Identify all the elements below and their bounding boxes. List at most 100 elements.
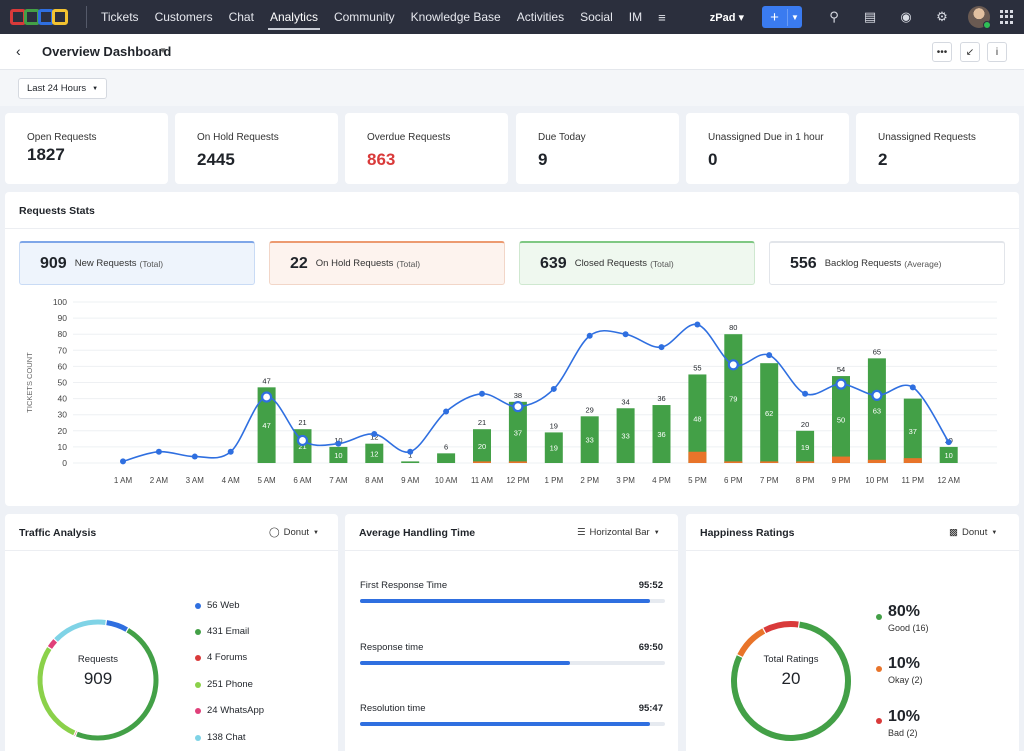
stat-label: Unassigned Requests <box>878 132 976 143</box>
bar <box>688 374 707 463</box>
legend-item-web[interactable]: 56 Web <box>195 600 240 611</box>
stat-card-overdue[interactable]: Overdue Requests 863 <box>345 113 508 184</box>
y-tick-label: 0 <box>62 458 67 468</box>
x-tick-label: 5 AM <box>257 476 276 485</box>
chart-type-dropdown[interactable]: ◯ Donut ▼ <box>269 527 319 538</box>
donut-center-value: 20 <box>781 669 801 688</box>
time-range-dropdown[interactable]: Last 24 Hours ▼ <box>18 78 108 99</box>
x-tick-label: 5 PM <box>688 476 707 485</box>
nav-item-customers[interactable]: Customers <box>154 10 213 24</box>
donut-slice <box>47 639 58 649</box>
x-tick-label: 8 AM <box>365 476 384 485</box>
gear-icon[interactable]: ⚙ <box>936 9 948 24</box>
bar <box>508 401 527 463</box>
stat-card-open[interactable]: Open Requests 1827 <box>5 113 168 184</box>
bar-chart-icon: ▩ <box>949 527 958 538</box>
collapse-icon[interactable]: ↙ <box>960 42 980 62</box>
nav-item-im[interactable]: IM <box>628 10 643 24</box>
title-chevron-icon[interactable]: ▼ <box>159 46 167 55</box>
back-arrow-icon[interactable]: ‹ <box>16 43 21 59</box>
stat-value: 9 <box>538 150 548 169</box>
stat-card-due-today[interactable]: Due Today 9 <box>516 113 679 184</box>
legend-dot <box>195 628 201 635</box>
legend-item-whatsapp[interactable]: 24 WhatsApp <box>195 705 264 716</box>
chevron-down-icon[interactable]: ▼ <box>791 12 799 22</box>
series-line <box>122 323 950 463</box>
chevron-down-icon: ▼ <box>92 85 99 92</box>
metric-value: 556 <box>790 254 817 272</box>
stat-card-unassigned[interactable]: Unassigned Requests 2 <box>856 113 1019 184</box>
bar-total-label: 34 <box>621 397 629 406</box>
bar <box>437 453 456 463</box>
nav-item-analytics[interactable]: Analytics <box>262 0 326 34</box>
nav-item-chat[interactable]: Chat <box>228 10 254 24</box>
legend-item-phone[interactable]: 251 Phone <box>195 679 253 690</box>
legend-item-chat[interactable]: 138 Chat <box>195 732 246 743</box>
rating-label: Bad (2) <box>888 728 918 738</box>
panel-title: Requests Stats <box>19 205 95 217</box>
x-tick-label: 12 AM <box>937 476 960 485</box>
notes-icon[interactable]: ▤ <box>863 9 877 24</box>
more-menu-icon[interactable]: ≡ <box>658 9 666 25</box>
x-tick-label: 3 AM <box>186 476 205 485</box>
nav-item-social[interactable]: Social <box>580 10 613 24</box>
metric-new-requests[interactable]: 909 New Requests (Total) <box>19 241 255 285</box>
stat-label: Open Requests <box>27 132 97 143</box>
donut-center-label: Requests <box>77 654 119 665</box>
bar-segment-orange <box>796 461 815 463</box>
search-icon[interactable]: ⚲ <box>829 9 839 24</box>
donut-center-value: 909 <box>83 669 113 688</box>
x-tick-label: 2 PM <box>580 476 599 485</box>
donut-slice <box>37 647 76 736</box>
metric-on-hold-requests[interactable]: 22 On Hold Requests (Total) <box>269 241 505 285</box>
bar-inner-label: 19 <box>550 444 558 453</box>
stat-card-on-hold[interactable]: On Hold Requests 2445 <box>175 113 338 184</box>
bar-inner-label: 37 <box>514 428 522 437</box>
legend-item-email[interactable]: 431 Email <box>195 626 249 637</box>
line-point <box>371 431 378 438</box>
line-point <box>335 440 342 447</box>
info-icon[interactable]: i <box>987 42 1007 62</box>
bar-total-label: 12 <box>370 433 378 442</box>
divider <box>5 228 1019 229</box>
y-tick-label: 90 <box>58 313 68 323</box>
chevron-down-icon: ▼ <box>313 529 319 536</box>
legend-label: 251 Phone <box>207 679 253 690</box>
x-tick-label: 11 PM <box>902 476 925 485</box>
metric-label: Backlog Requests <box>824 258 902 269</box>
chart-type-dropdown[interactable]: ▩ Donut ▼ <box>949 527 997 538</box>
donut-icon: ◯ <box>269 527 280 538</box>
aht-row-value: 95:52 <box>638 580 663 591</box>
x-tick-label: 8 PM <box>796 476 815 485</box>
x-tick-label: 2 AM <box>150 476 169 485</box>
y-tick-label: 30 <box>58 410 68 420</box>
y-tick-label: 100 <box>53 297 67 307</box>
x-tick-label: 1 AM <box>114 476 133 485</box>
avatar[interactable] <box>968 6 991 29</box>
page-title[interactable]: Overview Dashboard <box>42 44 172 59</box>
nav-item-tickets[interactable]: Tickets <box>101 10 139 24</box>
nav-item-community[interactable]: Community <box>333 10 395 24</box>
portal-switcher[interactable]: zPad ▾ <box>709 11 744 24</box>
nav-item-knowledge-base[interactable]: Knowledge Base <box>410 10 501 24</box>
nav-item-activities[interactable]: Activities <box>516 10 565 24</box>
panel-title: Happiness Ratings <box>700 527 795 539</box>
legend-label: 24 WhatsApp <box>207 705 265 716</box>
bar <box>580 416 599 463</box>
metric-closed-requests[interactable]: 639 Closed Requests (Total) <box>519 241 755 285</box>
chart-type-dropdown[interactable]: ☰ Horizontal Bar ▼ <box>577 527 660 538</box>
apps-grid-icon[interactable] <box>1000 10 1014 24</box>
bar-total-label: 80 <box>729 323 737 332</box>
metric-backlog-requests[interactable]: 556 Backlog Requests (Average) <box>769 241 1005 285</box>
bar-segment-orange <box>508 461 527 463</box>
bar <box>867 358 886 463</box>
stat-card-unassigned-due[interactable]: Unassigned Due in 1 hour 0 <box>686 113 849 184</box>
gamepad-icon[interactable]: ◉ <box>900 9 912 24</box>
more-options-icon[interactable]: ••• <box>932 42 952 62</box>
bar-total-label: 19 <box>550 421 558 430</box>
legend-item-forums[interactable]: 4 Forums <box>195 652 247 663</box>
add-button[interactable]: + ▼ <box>762 6 802 28</box>
zoho-logo[interactable] <box>0 0 80 34</box>
nav-divider <box>86 6 87 28</box>
x-tick-label: 3 PM <box>616 476 635 485</box>
